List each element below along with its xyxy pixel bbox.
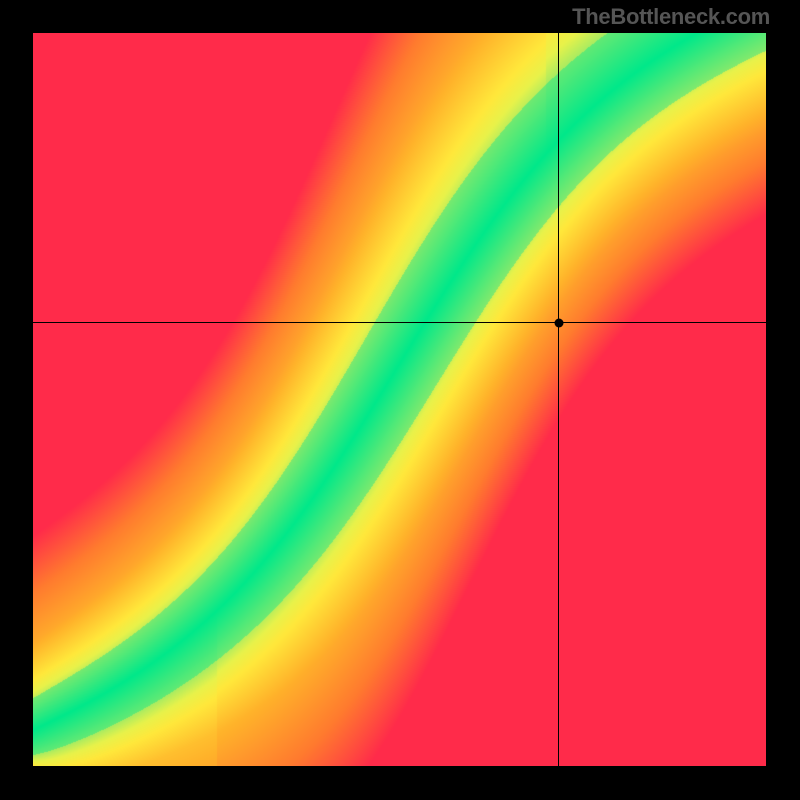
watermark-text: TheBottleneck.com [572, 4, 770, 30]
marker-dot [554, 318, 563, 327]
crosshair-vertical [558, 33, 559, 766]
crosshair-horizontal [33, 322, 766, 323]
chart-frame: TheBottleneck.com [0, 0, 800, 800]
bottleneck-heatmap [33, 33, 766, 766]
plot-area [33, 33, 766, 766]
